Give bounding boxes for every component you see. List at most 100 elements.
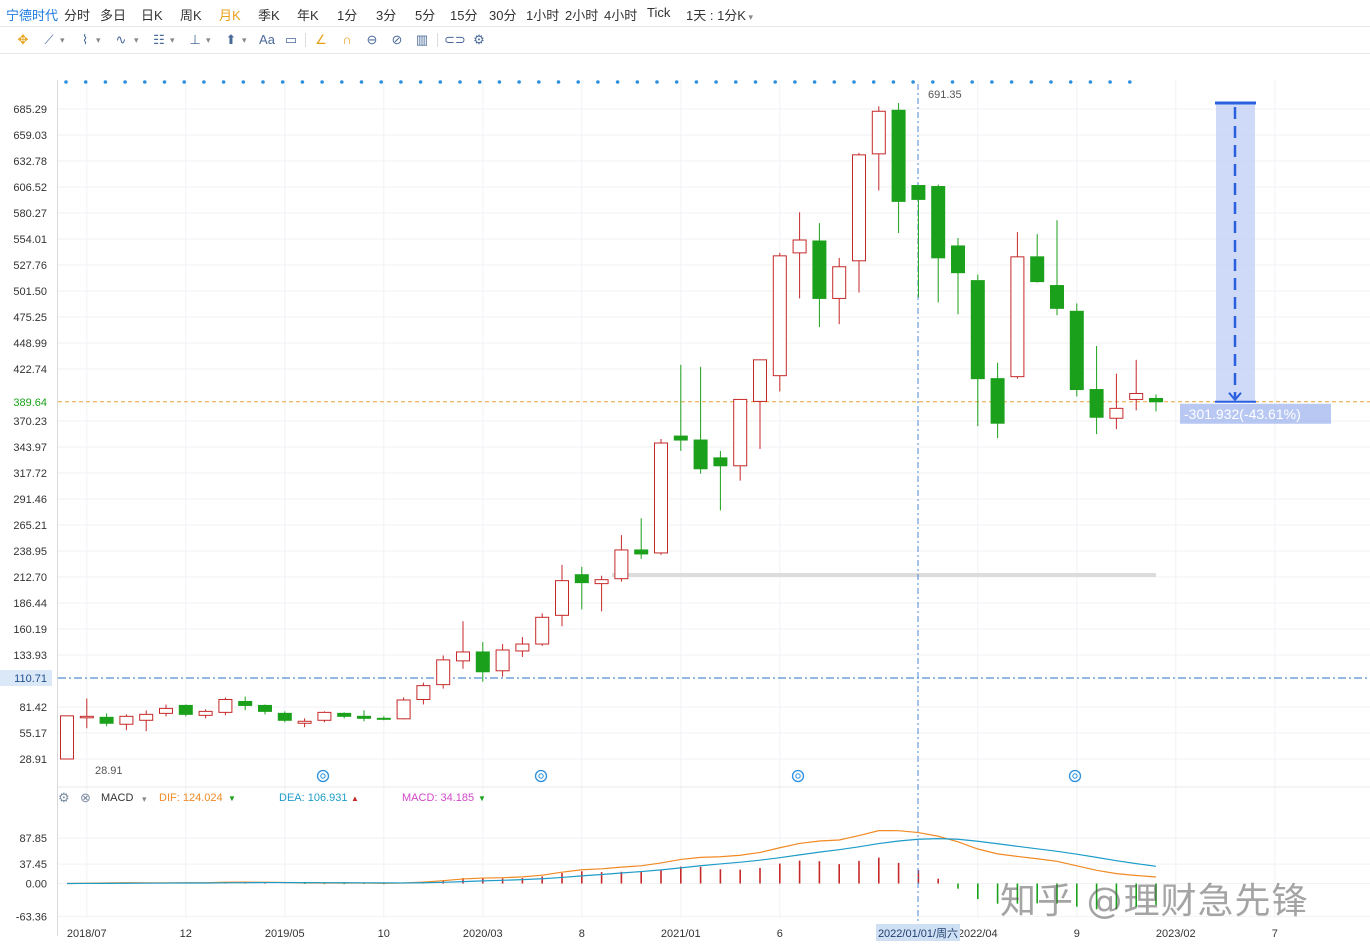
candle-up bbox=[456, 651, 470, 662]
trend-line-icon[interactable]: ⟋ bbox=[44, 32, 54, 47]
close-icon[interactable]: ⊗ bbox=[80, 790, 91, 805]
stock-name[interactable]: 宁德时代 bbox=[6, 8, 59, 23]
high-price-label: 691.35 bbox=[928, 89, 962, 101]
magnet-icon[interactable]: ∩ bbox=[342, 32, 352, 47]
y-tick-label: 160.19 bbox=[13, 624, 47, 636]
y-tick-label: 343.97 bbox=[13, 442, 47, 454]
dividend-marker-icon bbox=[534, 769, 548, 783]
chevron-down-icon[interactable]: ▾ bbox=[242, 35, 247, 45]
event-marker-dot bbox=[832, 80, 837, 84]
candle-up bbox=[832, 266, 847, 299]
link-icon[interactable]: ⊂⊃ bbox=[444, 32, 466, 47]
chevron-down-icon[interactable]: ▾ bbox=[96, 35, 101, 45]
event-marker-dot bbox=[320, 80, 324, 84]
event-marker-dot bbox=[418, 80, 423, 84]
event-marker-dot bbox=[1009, 80, 1014, 84]
candle-up bbox=[119, 715, 134, 725]
x-tick-label: 12 bbox=[180, 928, 192, 940]
move-cross-icon[interactable]: ✥ bbox=[17, 32, 29, 47]
x-tick-label: 2018/07 bbox=[67, 928, 107, 940]
dividend-marker-icon bbox=[1072, 773, 1078, 779]
event-marker-dot bbox=[694, 80, 699, 84]
candle-down bbox=[931, 186, 946, 259]
dividend-marker-icon bbox=[791, 769, 805, 783]
wave-icon[interactable]: ∿ bbox=[115, 32, 127, 47]
tab-period-4h[interactable]: 4小时 bbox=[604, 8, 638, 23]
polyline-icon[interactable]: ⌇ bbox=[81, 32, 89, 47]
candlestick-series[interactable] bbox=[60, 102, 1163, 760]
y-tick-label: 580.27 bbox=[13, 208, 47, 220]
y-tick-label: 186.44 bbox=[13, 598, 47, 610]
event-marker-dot bbox=[261, 80, 265, 84]
tab-period-1m[interactable]: 1分 bbox=[337, 8, 358, 23]
event-marker-dot bbox=[635, 80, 640, 84]
y-tick-label: 527.76 bbox=[13, 260, 47, 272]
chevron-down-icon[interactable]: ▾ bbox=[60, 35, 65, 45]
text-icon[interactable]: Aa bbox=[259, 32, 275, 47]
tab-period-fenshi[interactable]: 分时 bbox=[64, 8, 91, 23]
event-marker-dot bbox=[497, 80, 502, 84]
tab-period-30m[interactable]: 30分 bbox=[489, 8, 517, 23]
arrow-up-icon[interactable]: ⬆ bbox=[225, 32, 237, 47]
chevron-down-icon[interactable]: ▾ bbox=[206, 35, 211, 45]
fib-icon[interactable]: ☷ bbox=[153, 32, 165, 47]
event-marker-dot bbox=[241, 80, 246, 84]
candle-down bbox=[277, 712, 292, 721]
settings-icon[interactable]: ⚙ bbox=[473, 32, 485, 47]
event-marker-dot bbox=[103, 80, 108, 84]
tab-period-3m[interactable]: 3分 bbox=[376, 8, 397, 23]
chevron-down-icon[interactable]: ▾ bbox=[170, 35, 175, 45]
macd-indicator-name[interactable]: MACD bbox=[101, 792, 134, 804]
tab-period-jik[interactable]: 季K bbox=[258, 8, 280, 23]
y-tick-label: 448.99 bbox=[13, 338, 47, 350]
down-arrow-icon: ▼ bbox=[478, 794, 486, 803]
chart-area[interactable]: -301.932(-43.61%) 2018/07 12 2019/05 10 2020… bbox=[0, 54, 1370, 950]
tab-period-15m[interactable]: 15分 bbox=[450, 8, 478, 23]
tab-period-zhouk[interactable]: 周K bbox=[180, 8, 202, 23]
tab-period-1h[interactable]: 1小时 bbox=[526, 8, 560, 23]
crosshair-date-tag-bg bbox=[876, 924, 960, 941]
measure-icon[interactable]: ⊥ bbox=[189, 32, 201, 47]
macd-value: MACD: 34.185 bbox=[402, 792, 475, 804]
candle-down bbox=[475, 651, 490, 673]
y-tick-label: 265.21 bbox=[13, 520, 47, 532]
chevron-down-icon[interactable]: ▾ bbox=[134, 35, 139, 45]
event-marker-dot bbox=[458, 80, 462, 84]
x-tick-label: 8 bbox=[579, 928, 585, 940]
dif-value: DIF: 124.024 bbox=[159, 792, 223, 804]
y-tick-label: 606.52 bbox=[13, 182, 47, 194]
event-marker-dot bbox=[123, 80, 127, 84]
event-marker-dot bbox=[517, 80, 521, 84]
y-tick-label: 554.01 bbox=[13, 234, 47, 246]
interval-select[interactable]: 1天 : 1分K ▾ bbox=[686, 5, 753, 24]
current-price-tag: 389.64 bbox=[13, 397, 47, 409]
x-tick-label: 10 bbox=[378, 928, 390, 940]
comment-icon[interactable]: ▭ bbox=[284, 32, 298, 47]
lock-icon[interactable]: ⊖ bbox=[366, 32, 378, 47]
event-marker-dot bbox=[734, 80, 738, 84]
tab-period-2h[interactable]: 2小时 bbox=[565, 8, 599, 23]
tab-period-niank[interactable]: 年K bbox=[297, 8, 319, 23]
y-tick-label: 370.23 bbox=[13, 416, 47, 428]
candle-up bbox=[60, 715, 74, 760]
candle-up bbox=[79, 715, 94, 719]
candle-down bbox=[238, 700, 253, 706]
candle-up bbox=[436, 659, 451, 686]
chevron-down-icon[interactable]: ▾ bbox=[142, 794, 147, 804]
tab-period-rik[interactable]: 日K bbox=[141, 8, 163, 23]
tab-period-tick[interactable]: Tick bbox=[647, 5, 671, 20]
pencil-icon[interactable]: ∠ bbox=[315, 32, 327, 47]
tab-period-yuek[interactable]: 月K bbox=[219, 8, 241, 23]
event-marker-dot bbox=[477, 80, 482, 84]
event-marker-dot bbox=[753, 80, 758, 84]
event-marker-dot bbox=[1029, 80, 1034, 84]
candle-down bbox=[337, 712, 352, 717]
candle-up bbox=[733, 398, 748, 467]
tab-period-duori[interactable]: 多日 bbox=[100, 8, 127, 23]
macd-y-tick-label: -63.36 bbox=[16, 911, 47, 923]
tab-period-5m[interactable]: 5分 bbox=[415, 8, 436, 23]
settings-icon[interactable]: ⚙ bbox=[58, 790, 70, 805]
hide-icon[interactable]: ⊘ bbox=[391, 32, 403, 47]
measure-tool[interactable]: -301.932(-43.61%) bbox=[1180, 101, 1331, 424]
trash-icon[interactable]: ▥ bbox=[415, 32, 429, 47]
